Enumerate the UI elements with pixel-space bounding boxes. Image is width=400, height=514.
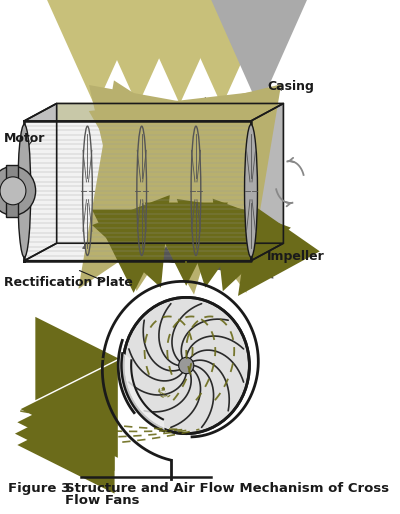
- Polygon shape: [122, 354, 164, 431]
- Text: Figure 3: Figure 3: [8, 482, 70, 495]
- Ellipse shape: [244, 124, 258, 257]
- Circle shape: [123, 298, 249, 434]
- Text: Rectification Plate: Rectification Plate: [4, 276, 133, 289]
- Circle shape: [0, 177, 26, 205]
- Text: Impeller: Impeller: [267, 250, 325, 263]
- Bar: [6, 164, 18, 217]
- Circle shape: [179, 357, 194, 374]
- Circle shape: [0, 167, 36, 215]
- Polygon shape: [24, 121, 251, 261]
- Text: Casing: Casing: [267, 80, 314, 93]
- Polygon shape: [24, 103, 57, 261]
- Polygon shape: [24, 243, 283, 261]
- Text: Structure and Air Flow Mechanism of Cross: Structure and Air Flow Mechanism of Cros…: [65, 482, 389, 495]
- Polygon shape: [24, 103, 283, 121]
- Text: Motor: Motor: [4, 132, 46, 145]
- Ellipse shape: [18, 124, 31, 257]
- Polygon shape: [251, 103, 283, 261]
- Text: Flow Fans: Flow Fans: [65, 494, 139, 507]
